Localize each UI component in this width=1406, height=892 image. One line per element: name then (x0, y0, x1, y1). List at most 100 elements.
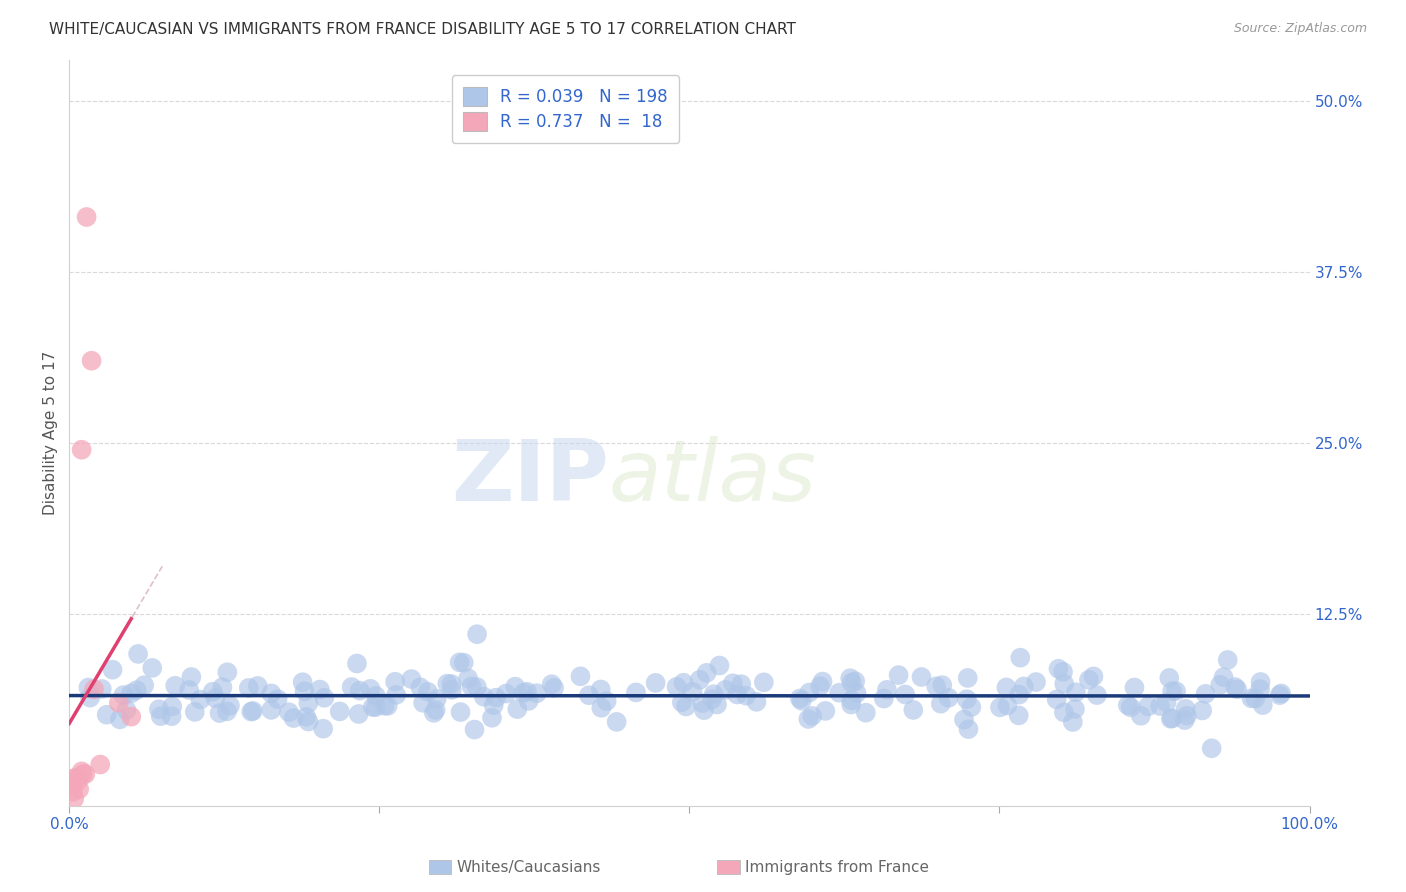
Point (671, 695, 693, 709)
Point (246, 679, 269, 693)
Point (481, 711, 503, 725)
Point (595, 694, 617, 708)
Point (346, 657, 368, 671)
Point (62, 775, 84, 789)
Point (624, 685, 647, 699)
Point (1240, 691, 1263, 706)
Point (77, 681, 100, 695)
Point (1251, 698, 1274, 712)
Text: atlas: atlas (609, 436, 817, 519)
Point (675, 699, 697, 714)
Point (297, 714, 319, 729)
Point (841, 675, 863, 690)
Point (425, 703, 447, 717)
Point (201, 684, 224, 698)
Point (957, 722, 980, 736)
Point (134, 678, 156, 692)
Point (526, 686, 548, 700)
Point (125, 683, 148, 698)
Point (709, 658, 731, 673)
Point (463, 723, 485, 737)
Point (1268, 688, 1291, 702)
Point (745, 695, 768, 709)
Point (67, 782, 90, 797)
Point (578, 688, 600, 702)
Point (903, 703, 925, 717)
Point (799, 685, 821, 699)
Point (217, 665, 239, 680)
Point (401, 672, 423, 686)
Point (60, 778, 83, 792)
Point (1064, 685, 1087, 699)
Point (120, 686, 142, 700)
Point (1008, 688, 1031, 702)
Point (873, 691, 896, 706)
Point (1149, 699, 1171, 714)
Point (1078, 673, 1101, 687)
Point (506, 702, 529, 716)
Point (347, 706, 370, 721)
Point (839, 671, 862, 685)
Point (1116, 698, 1139, 713)
Point (482, 698, 505, 713)
Point (841, 693, 863, 707)
Point (1053, 677, 1076, 691)
Point (426, 691, 449, 706)
Point (440, 682, 463, 697)
Point (1083, 669, 1105, 683)
Point (1226, 682, 1249, 697)
Point (374, 698, 396, 713)
Point (1174, 702, 1197, 716)
Point (112, 688, 135, 702)
Point (1062, 714, 1084, 729)
Point (349, 683, 371, 698)
Point (450, 705, 472, 719)
Point (730, 677, 752, 691)
Point (692, 696, 714, 710)
Point (457, 672, 479, 686)
Point (361, 700, 384, 714)
Point (1201, 741, 1223, 756)
Point (188, 692, 211, 706)
Point (696, 665, 718, 680)
Point (808, 679, 831, 693)
Point (495, 687, 517, 701)
Point (208, 706, 231, 720)
Point (70, 764, 93, 779)
Point (127, 647, 149, 661)
Point (162, 699, 184, 714)
Point (364, 689, 387, 703)
Point (90, 681, 112, 696)
Point (839, 698, 862, 712)
Point (340, 680, 363, 694)
Point (312, 722, 335, 736)
Point (789, 691, 811, 706)
Point (929, 697, 952, 711)
Point (1194, 687, 1216, 701)
Point (63, 791, 86, 805)
Point (165, 679, 187, 693)
Point (844, 674, 866, 689)
Point (1010, 650, 1032, 665)
Point (828, 686, 851, 700)
Point (204, 691, 226, 706)
Point (260, 686, 283, 700)
Point (440, 677, 463, 691)
Point (436, 676, 458, 690)
Point (72, 767, 94, 781)
Point (931, 678, 953, 692)
Point (215, 704, 238, 718)
Point (1161, 684, 1184, 698)
Point (682, 684, 704, 698)
Point (814, 704, 837, 718)
Point (956, 671, 979, 685)
Point (543, 681, 565, 695)
Point (277, 705, 299, 719)
Point (70, 442, 93, 457)
Point (887, 668, 910, 682)
Point (1156, 695, 1178, 709)
Point (995, 681, 1018, 695)
Point (752, 675, 775, 690)
Point (115, 703, 138, 717)
Point (1191, 704, 1213, 718)
